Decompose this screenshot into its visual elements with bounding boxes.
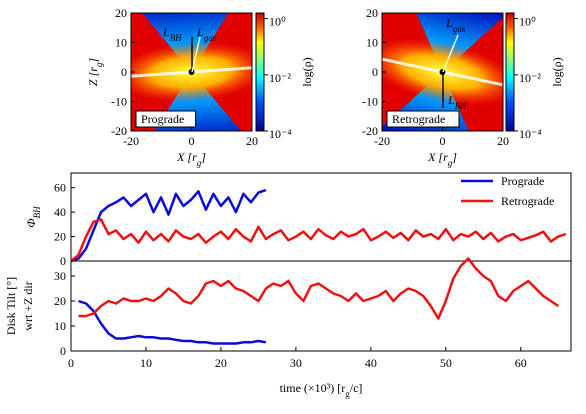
series-line — [70, 188, 267, 263]
colorbar-tick-label: 10⁻⁴ — [269, 127, 292, 141]
label-tail: ] — [200, 150, 206, 164]
y-tick-label: -20 — [111, 124, 127, 138]
funnel-top — [136, 13, 237, 72]
axes-frame — [70, 260, 572, 352]
colorbar — [255, 12, 265, 132]
colorbar — [505, 12, 515, 132]
x-tick-label: 20 — [215, 356, 227, 370]
x-axis-label: X [rg] — [427, 150, 457, 168]
x-tick-label: 20 — [246, 134, 258, 148]
y-axis-label: ΦBH — [24, 206, 42, 228]
x-tick-label: 30 — [290, 356, 302, 370]
colorbar-tick-label: 10⁰ — [269, 15, 286, 29]
annotation: Lgas — [196, 25, 217, 43]
y-tick-label: -10 — [111, 95, 127, 109]
colorbar-label: log(ρ) — [300, 57, 314, 86]
colorbar-tick-label: 10⁻⁴ — [519, 127, 542, 141]
y-tick-label: -20 — [362, 124, 378, 138]
x-tick-label: 0 — [68, 356, 74, 370]
label-sub: BH — [170, 33, 182, 43]
funnel-top — [407, 13, 503, 72]
series-line — [78, 257, 559, 320]
box-label: Retrograde — [392, 112, 445, 126]
label-sub: gas — [453, 24, 466, 34]
label-main: X [r — [176, 150, 197, 164]
colorbar-tick-label: 10⁰ — [519, 15, 536, 29]
label-main: time (×10³) [r — [280, 381, 346, 395]
y-tick-label: 0 — [60, 254, 66, 268]
colorbar-tick-label: 10⁻² — [519, 71, 541, 85]
label-sub: BH — [455, 101, 467, 111]
box-label: Prograde — [141, 112, 184, 126]
x-tick-label: 0 — [440, 134, 446, 148]
label-main: X [r — [427, 150, 448, 164]
label-tail: /c] — [350, 381, 363, 395]
legend-label: Retrograde — [501, 194, 554, 208]
y-tick-label: 20 — [115, 6, 127, 20]
x-tick-label: 40 — [365, 356, 377, 370]
label-sub: g — [197, 158, 202, 168]
label-main: L — [196, 25, 204, 39]
label-sub: g — [345, 389, 350, 399]
x-tick-label: 60 — [515, 356, 527, 370]
y-tick-label: 0 — [60, 344, 66, 358]
colorbar-label: log(ρ) — [550, 57, 564, 86]
legend-label: Prograde — [501, 174, 544, 188]
annotation: LBH — [447, 93, 467, 111]
label-sub: g — [448, 158, 453, 168]
colorbar-tick-label: 10⁻² — [269, 71, 291, 85]
y-tick-label: 20 — [54, 230, 66, 244]
y-axis-label: wrt +Z dir — [21, 281, 35, 330]
label-box — [386, 110, 460, 128]
series-line — [78, 299, 267, 345]
y-tick-label: 0 — [121, 65, 127, 79]
y-tick-label: 20 — [366, 6, 378, 20]
annotation: Lgas — [445, 16, 466, 34]
label-main: Φ — [24, 218, 38, 227]
x-tick-label: 20 — [497, 134, 509, 148]
x-axis-label: time (×10³) [rg/c] — [280, 381, 363, 399]
label-main: Z [r — [86, 67, 100, 86]
label-sub: gas — [204, 33, 217, 43]
x-tick-label: -20 — [374, 134, 390, 148]
axes-frame — [70, 172, 572, 262]
x-tick-label: -20 — [123, 134, 139, 148]
label-sub: g — [94, 62, 104, 67]
y-tick-label: 10 — [54, 319, 66, 333]
y-tick-label: 0 — [372, 65, 378, 79]
label-main: L — [162, 25, 170, 39]
x-tick-label: 0 — [189, 134, 195, 148]
y-axis-label: Disk Tilt [°] — [4, 277, 18, 335]
label-sub: BH — [32, 206, 42, 218]
y-tick-label: -10 — [362, 95, 378, 109]
y-tick-label: 60 — [54, 181, 66, 195]
y-axis-label: Z [rg] — [86, 58, 104, 87]
y-tick-label: 30 — [54, 269, 66, 283]
x-axis-label: X [rg] — [176, 150, 206, 168]
y-tick-label: 20 — [54, 294, 66, 308]
label-tail: ] — [451, 150, 457, 164]
label-main: L — [447, 93, 455, 107]
x-tick-label: 10 — [140, 356, 152, 370]
label-main: L — [445, 16, 453, 30]
y-tick-label: 10 — [115, 36, 127, 50]
y-tick-label: 40 — [54, 205, 66, 219]
label-box — [135, 110, 197, 128]
series-line — [70, 218, 567, 262]
y-tick-label: 10 — [366, 36, 378, 50]
vector-arrow — [191, 36, 201, 73]
x-tick-label: 50 — [440, 356, 452, 370]
vector-arrow — [442, 34, 459, 73]
label-tail: ] — [86, 58, 100, 64]
annotation: LBH — [162, 25, 182, 43]
